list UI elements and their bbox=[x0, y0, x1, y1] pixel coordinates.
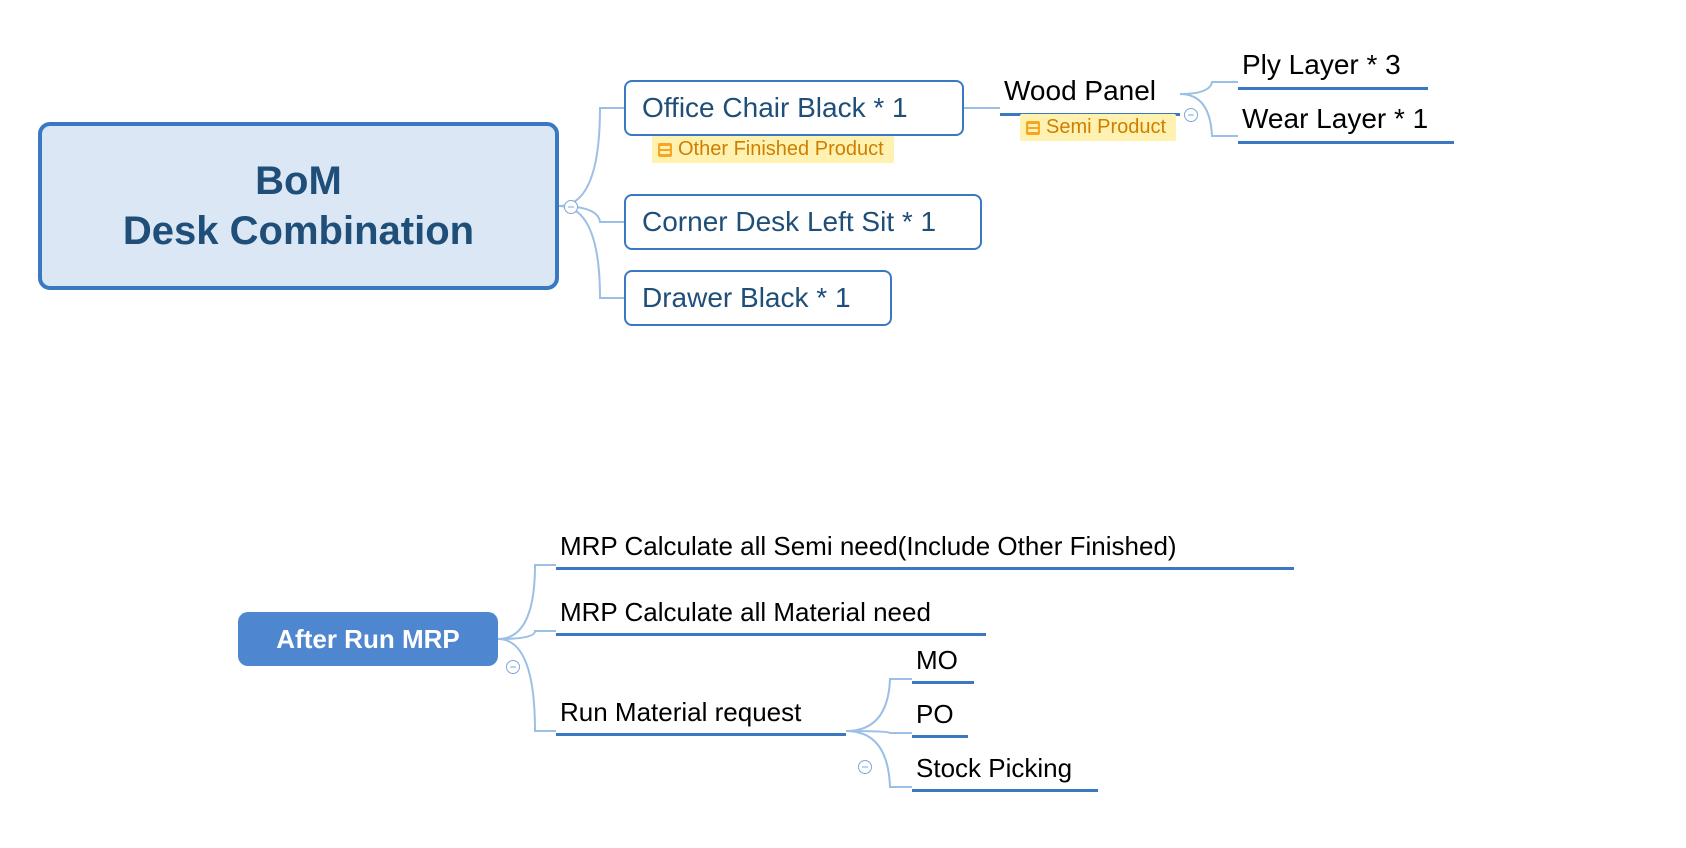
node-label: MO bbox=[916, 645, 958, 675]
connector-edge bbox=[498, 631, 556, 639]
node-ply-layer: Ply Layer * 3 bbox=[1238, 48, 1428, 90]
connector-edge bbox=[559, 108, 624, 206]
node-label: After Run MRP bbox=[276, 624, 459, 655]
node-label: Wood Panel bbox=[1004, 75, 1156, 106]
node-label: Wear Layer * 1 bbox=[1242, 103, 1428, 134]
connector-edge bbox=[846, 731, 912, 787]
node-after-run-mrp: After Run MRP bbox=[238, 612, 498, 666]
tag-other-finished-product: Other Finished Product bbox=[652, 136, 894, 163]
tag-semi-product: Semi Product bbox=[1020, 114, 1176, 141]
node-wood-panel: Wood Panel bbox=[1000, 74, 1180, 116]
node-label: MRP Calculate all Material need bbox=[560, 597, 931, 627]
node-mrp-calc-semi: MRP Calculate all Semi need(Include Othe… bbox=[556, 530, 1294, 570]
node-wear-layer: Wear Layer * 1 bbox=[1238, 102, 1454, 144]
node-label: Run Material request bbox=[560, 697, 801, 727]
node-drawer-black: Drawer Black * 1 bbox=[624, 270, 892, 326]
root-line2: Desk Combination bbox=[123, 206, 474, 256]
diagram-canvas: BoM Desk Combination Office Chair Black … bbox=[0, 0, 1686, 848]
node-label: Ply Layer * 3 bbox=[1242, 49, 1401, 80]
connector-edge bbox=[498, 565, 556, 639]
root-line1: BoM bbox=[123, 156, 474, 206]
connector-edge bbox=[498, 639, 556, 731]
connector-edge bbox=[559, 206, 624, 298]
node-corner-desk: Corner Desk Left Sit * 1 bbox=[624, 194, 982, 250]
collapse-toggle-icon[interactable] bbox=[858, 760, 872, 774]
node-label: Stock Picking bbox=[916, 753, 1072, 783]
tag-label: Semi Product bbox=[1046, 116, 1166, 139]
tag-icon bbox=[1026, 121, 1040, 135]
collapse-toggle-icon[interactable] bbox=[564, 200, 578, 214]
node-stock-picking: Stock Picking bbox=[912, 752, 1098, 792]
toggle-layer bbox=[0, 0, 1686, 56]
tag-label: Other Finished Product bbox=[678, 138, 884, 161]
root-node: BoM Desk Combination bbox=[38, 122, 559, 290]
connector-edge bbox=[1180, 82, 1238, 94]
collapse-toggle-icon[interactable] bbox=[506, 660, 520, 674]
node-label: Drawer Black * 1 bbox=[642, 282, 851, 314]
connector-edge bbox=[846, 679, 912, 731]
node-label: MRP Calculate all Semi need(Include Othe… bbox=[560, 531, 1177, 561]
node-office-chair: Office Chair Black * 1 bbox=[624, 80, 964, 136]
node-mrp-calc-material: MRP Calculate all Material need bbox=[556, 596, 986, 636]
node-mo: MO bbox=[912, 644, 974, 684]
node-po: PO bbox=[912, 698, 968, 738]
node-run-material-request: Run Material request bbox=[556, 696, 846, 736]
node-label: Office Chair Black * 1 bbox=[642, 92, 908, 124]
node-label: PO bbox=[916, 699, 954, 729]
connector-edge bbox=[846, 731, 912, 733]
tag-icon bbox=[658, 143, 672, 157]
node-label: Corner Desk Left Sit * 1 bbox=[642, 206, 936, 238]
collapse-toggle-icon[interactable] bbox=[1184, 108, 1198, 122]
